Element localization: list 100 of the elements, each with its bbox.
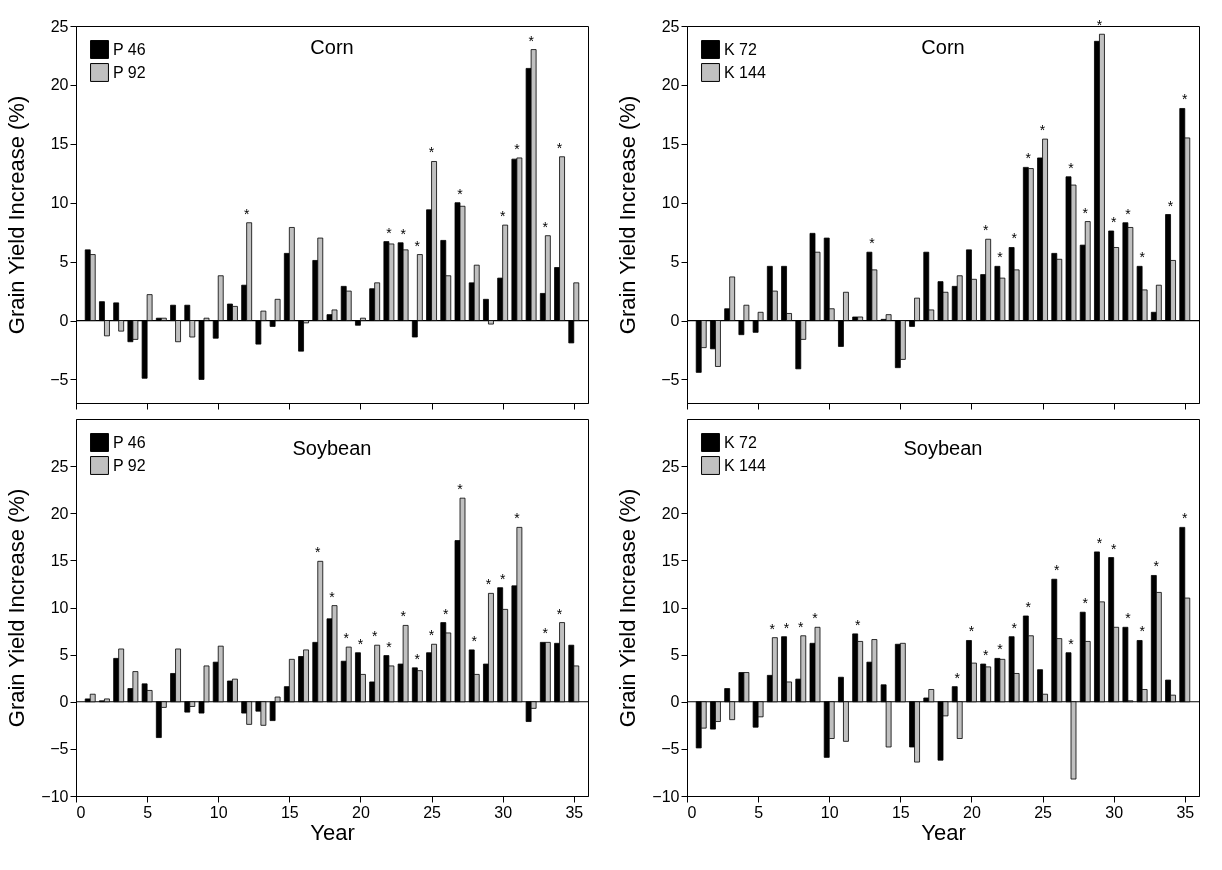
x-tick-label: 20 (963, 803, 981, 821)
y-tick-label: −5 (50, 740, 69, 758)
y-tick-label: −10 (652, 787, 680, 805)
annotation: * (400, 225, 407, 242)
annotation: * (528, 32, 535, 49)
annotation: * (1139, 249, 1146, 266)
annotation: * (954, 669, 961, 686)
annotation: * (514, 510, 521, 527)
text: Soybean (292, 437, 372, 459)
y-tick-label: 20 (661, 504, 680, 522)
annotation: * (997, 641, 1004, 658)
annotation: * (556, 605, 563, 622)
legend-label: K 144 (724, 63, 766, 81)
annotation: * (457, 185, 464, 202)
annotation: * (1068, 159, 1075, 176)
x-tick-label: 35 (1176, 803, 1195, 821)
y-tick-label: 10 (661, 194, 680, 212)
y-tick-label: −5 (50, 370, 69, 388)
x-tick-label: 15 (280, 803, 299, 821)
x-tick-label: 15 (891, 803, 910, 821)
y-tick-label: 25 (661, 17, 680, 35)
annotation: * (329, 588, 336, 605)
y-tick-label: 20 (50, 504, 69, 522)
y-tick-label: 15 (661, 551, 680, 569)
y-tick-label: 15 (50, 551, 69, 569)
annotation: * (414, 650, 421, 667)
annotation: * (812, 610, 819, 627)
annotation: * (1068, 635, 1075, 652)
y-axis-title: Grain Yield Increase (%) (614, 95, 640, 335)
legend-label: P 46 (113, 433, 146, 451)
annotation: * (514, 140, 521, 157)
annotation: * (982, 222, 989, 239)
annotation: * (769, 620, 776, 637)
y-tick-label: 0 (59, 312, 69, 330)
annotation: * (1110, 540, 1117, 557)
text: Corn (921, 36, 965, 58)
annotation: * (1011, 619, 1018, 636)
y-tick-label: 10 (50, 194, 69, 212)
annotation: * (1110, 213, 1117, 230)
annotation: * (1167, 197, 1174, 214)
annotation: * (471, 632, 478, 649)
annotation: * (854, 616, 861, 633)
annotation: * (485, 576, 492, 593)
annotation: * (243, 205, 250, 222)
x-axis-title: Year (310, 819, 355, 845)
y-tick-label: 10 (661, 599, 680, 616)
y-tick-label: −5 (661, 740, 680, 758)
annotation: * (428, 627, 435, 644)
annotation: * (1096, 534, 1103, 551)
annotation: * (386, 638, 393, 655)
y-axis-title: Grain Yield Increase (%) (3, 488, 29, 728)
x-tick-label: 5 (754, 803, 764, 821)
annotation: * (1011, 230, 1018, 247)
x-tick-label: 30 (1105, 803, 1124, 821)
annotation: * (1096, 17, 1103, 34)
x-tick-label: 35 (565, 803, 584, 821)
annotation: * (869, 235, 876, 252)
y-tick-label: 5 (59, 646, 69, 664)
annotation: * (1025, 598, 1032, 615)
annotation: * (443, 605, 450, 622)
annotation: * (371, 628, 378, 645)
annotation: * (457, 481, 464, 498)
y-tick-label: 5 (670, 646, 680, 664)
annotation: * (343, 630, 350, 647)
x-tick-label: 25 (423, 803, 442, 821)
annotation: * (542, 218, 549, 235)
annotation: * (428, 144, 435, 161)
x-tick-label: 30 (494, 803, 513, 821)
annotation: * (1125, 610, 1132, 627)
annotation: * (1039, 122, 1046, 139)
x-tick-label: 10 (820, 803, 839, 821)
y-axis-title: Grain Yield Increase (%) (614, 488, 640, 728)
x-tick-label: 10 (209, 803, 228, 821)
annotation: * (1054, 562, 1061, 579)
legend-label: P 46 (113, 40, 146, 58)
annotation: * (1182, 510, 1189, 527)
legend-label: K 72 (724, 433, 758, 451)
annotation: * (1082, 204, 1089, 221)
y-tick-label: 0 (670, 693, 680, 711)
annotation: * (400, 608, 407, 625)
x-axis-title: Year (921, 819, 966, 845)
y-tick-label: −10 (41, 787, 69, 805)
y-tick-label: 25 (50, 457, 69, 475)
y-tick-label: 15 (661, 135, 680, 153)
annotation: * (1082, 595, 1089, 612)
y-tick-label: 15 (50, 135, 69, 153)
y-tick-label: 5 (59, 253, 69, 271)
x-tick-label: 20 (352, 803, 370, 821)
annotation: * (357, 635, 364, 652)
x-tick-label: 25 (1034, 803, 1053, 821)
legend-label: K 144 (724, 456, 766, 474)
y-tick-label: 0 (670, 312, 680, 330)
x-tick-label: 0 (687, 803, 697, 821)
annotation: * (542, 625, 549, 642)
annotation: * (1025, 150, 1032, 167)
y-tick-label: 20 (50, 76, 69, 94)
legend-label: K 72 (724, 40, 758, 58)
y-tick-label: 5 (670, 253, 680, 271)
annotation: * (315, 544, 322, 561)
annotation: * (997, 249, 1004, 266)
